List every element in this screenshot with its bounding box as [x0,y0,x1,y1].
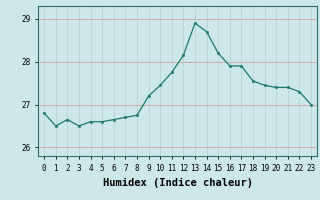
X-axis label: Humidex (Indice chaleur): Humidex (Indice chaleur) [103,178,252,188]
